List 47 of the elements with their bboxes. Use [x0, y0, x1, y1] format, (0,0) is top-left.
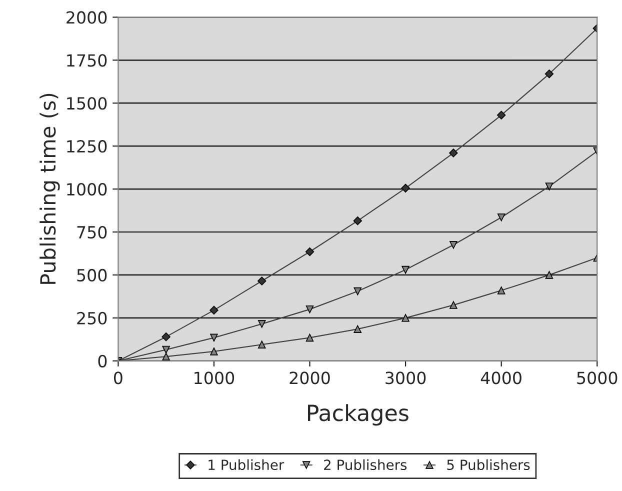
legend-label: 1 Publisher	[208, 459, 284, 470]
point	[496, 110, 506, 120]
point	[258, 276, 266, 286]
point	[210, 306, 218, 315]
point	[544, 70, 554, 78]
legend-label: 2 Publishers	[324, 459, 407, 470]
point	[354, 287, 362, 296]
y-tick-label: 1250	[67, 140, 107, 153]
point	[450, 301, 458, 309]
point	[450, 240, 458, 249]
x-axis-title: Packages	[308, 404, 408, 426]
x-tick-label: 2000	[290, 372, 330, 384]
y-axis-title: Publishing time (s)	[40, 94, 60, 284]
point	[258, 340, 266, 348]
x-tick-label: 4000	[480, 372, 522, 384]
point	[306, 334, 314, 342]
point	[354, 325, 362, 333]
point	[497, 286, 506, 294]
x-tick-label: 1000	[194, 372, 234, 384]
x-tick-label: 3000	[386, 372, 426, 384]
point	[449, 148, 458, 158]
point	[210, 348, 218, 356]
point	[162, 332, 170, 342]
point	[402, 314, 410, 322]
y-tick-label: 500	[77, 268, 107, 282]
y-tick-label: 1500	[67, 97, 107, 110]
point	[545, 271, 554, 279]
point	[210, 334, 218, 342]
point	[306, 305, 314, 314]
point	[402, 266, 410, 274]
point	[258, 320, 266, 328]
point	[305, 247, 314, 256]
y-tick-label: 1750	[67, 54, 107, 67]
point	[497, 214, 506, 222]
point	[162, 352, 170, 360]
point	[545, 182, 554, 190]
y-tick-label: 250	[77, 312, 107, 324]
y-tick-label: 0	[98, 354, 107, 368]
x-tick-label: 0	[114, 372, 122, 384]
point	[353, 216, 362, 226]
point	[162, 346, 170, 354]
y-tick-label: 1000	[67, 182, 107, 196]
y-tick-label: 2000	[66, 11, 107, 24]
legend-label: 5 Publishers	[447, 459, 530, 470]
x-tick-label: 5000	[577, 372, 618, 384]
point	[401, 184, 410, 193]
y-tick-label: 750	[77, 226, 107, 239]
